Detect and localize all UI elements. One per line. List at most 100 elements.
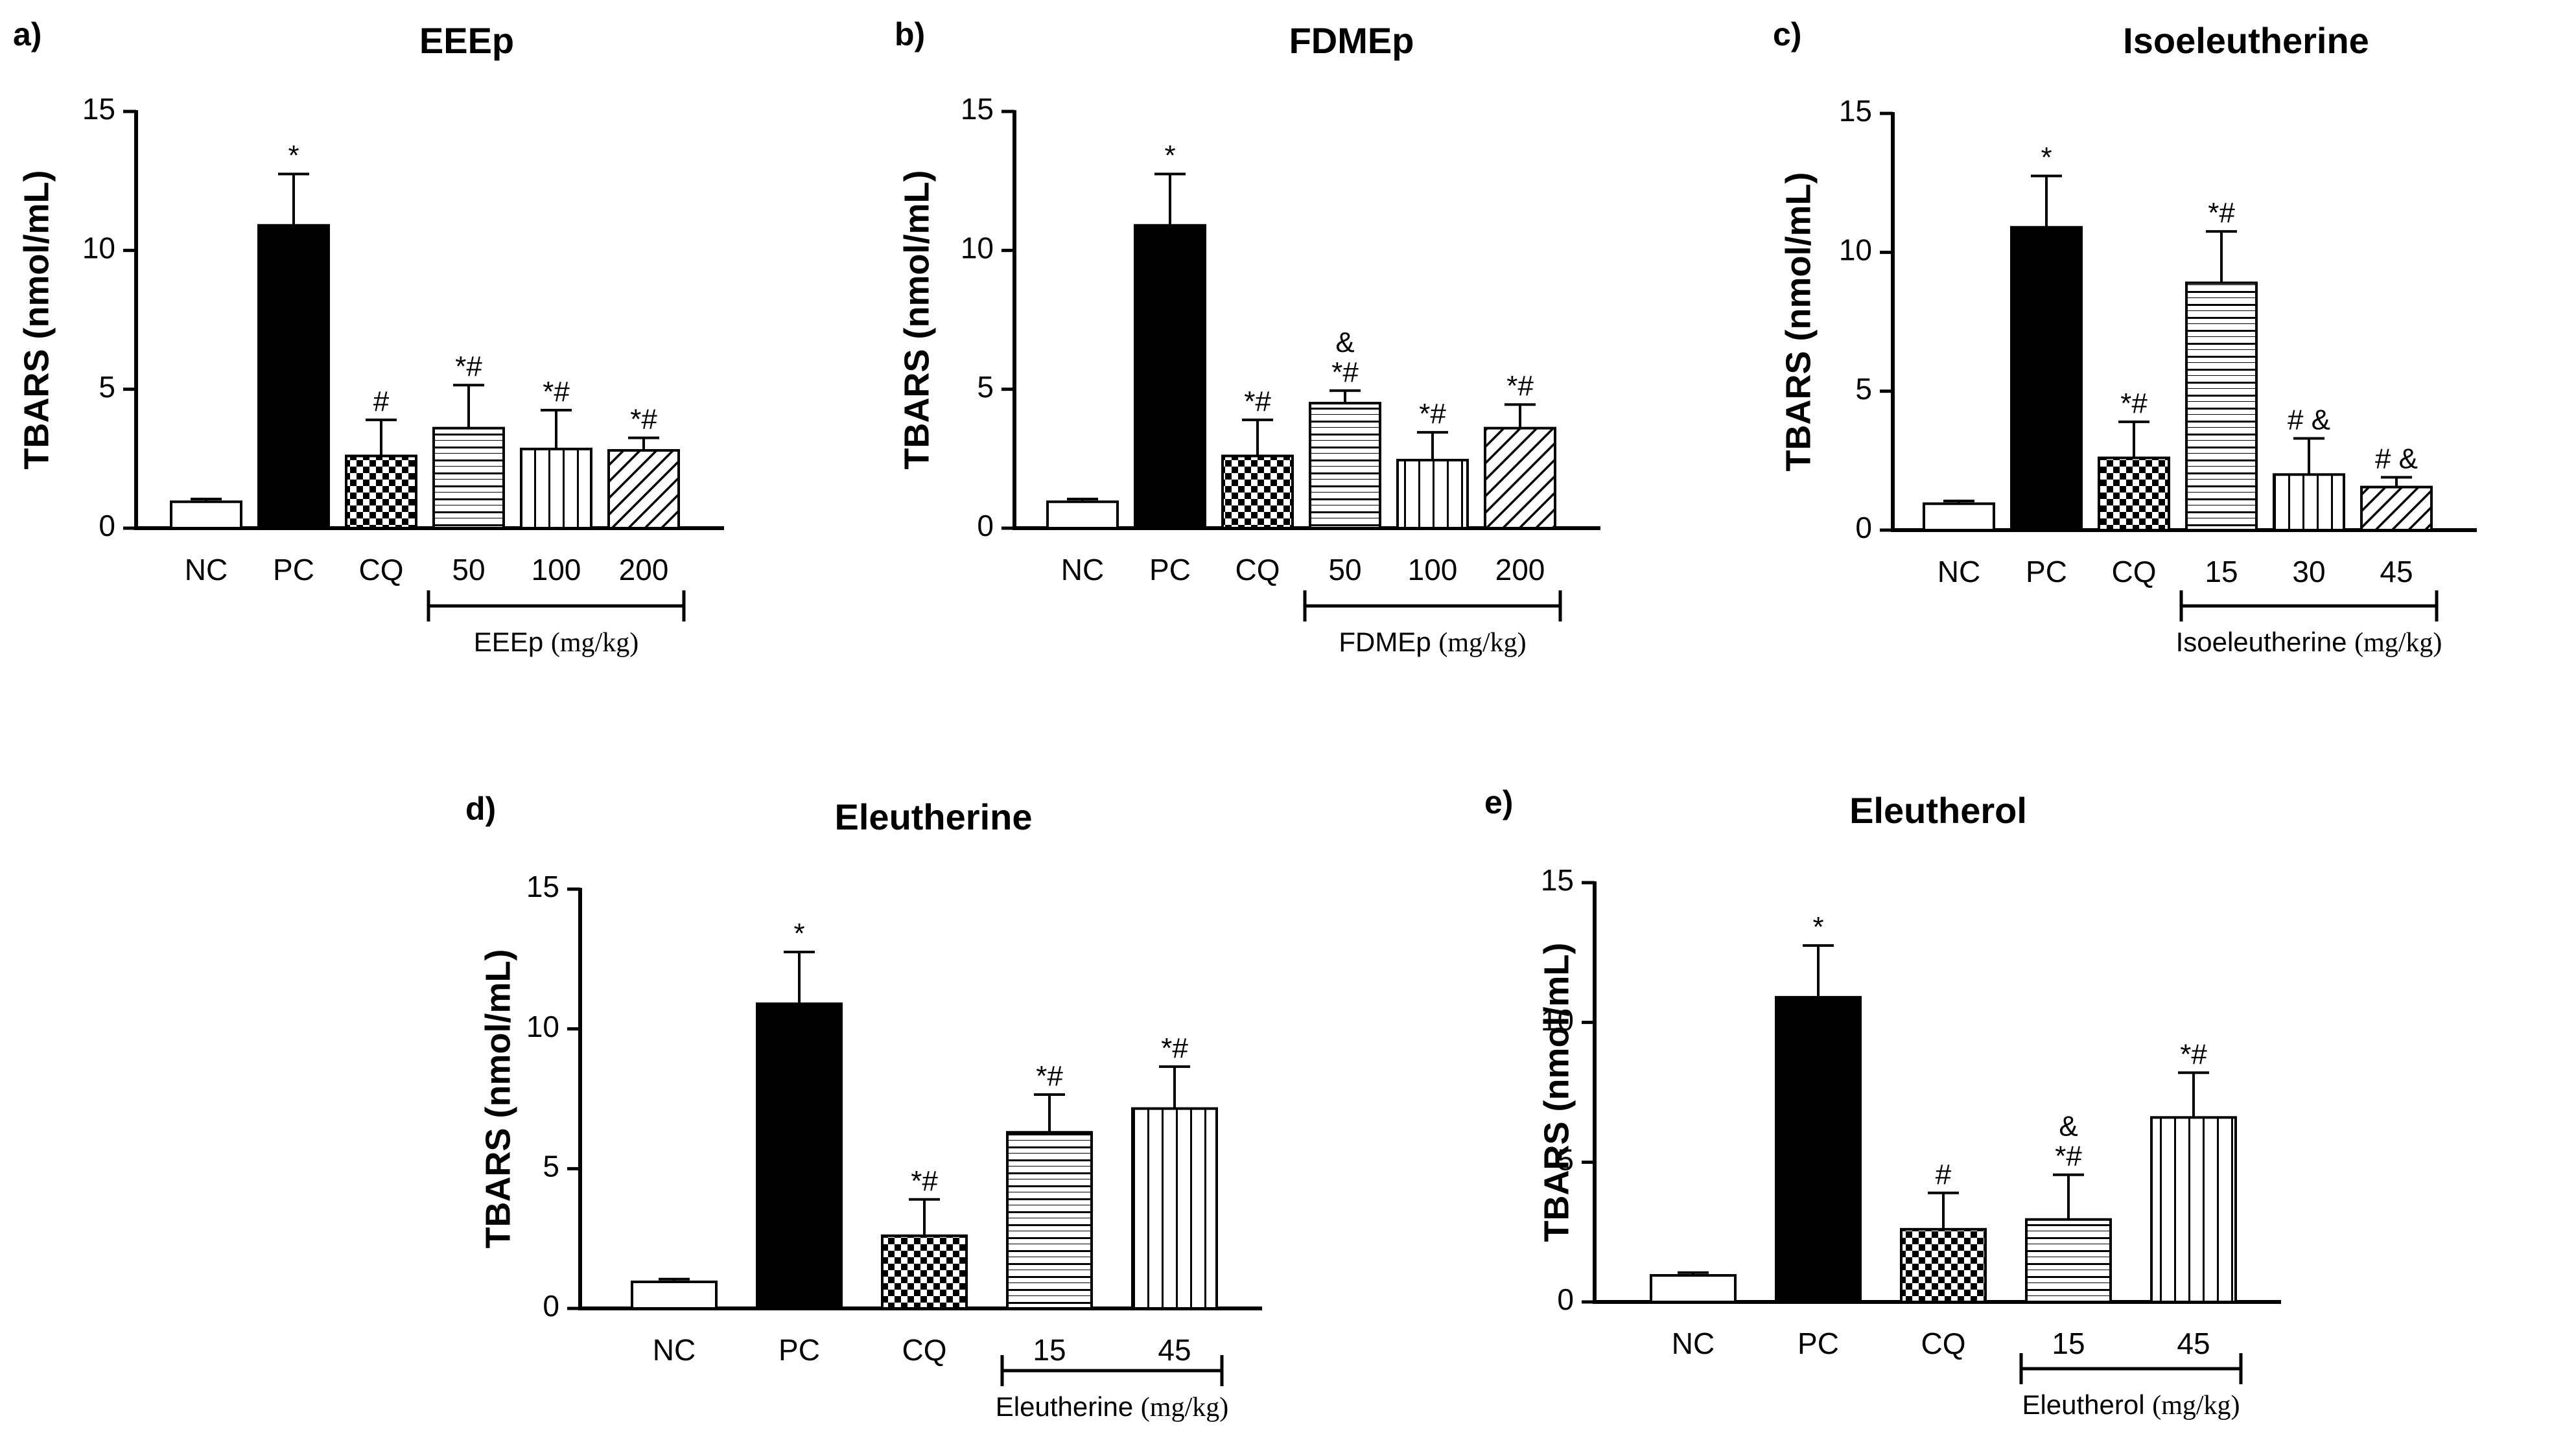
significance-mark: *# <box>2208 197 2235 229</box>
bar-cq <box>1221 454 1294 530</box>
x-tick-label: 45 <box>1158 1333 1191 1367</box>
dose-group-label: FDMEp (mg/kg) <box>1339 627 1526 658</box>
y-axis-label: TBARS (nmol/mL) <box>478 949 517 1249</box>
bar-pc <box>2010 226 2083 531</box>
dose-group-unit: (mg/kg) <box>551 628 638 658</box>
y-tick-label: 15 <box>526 870 559 903</box>
significance-mark: *# <box>1419 398 1446 430</box>
x-tick-label: PC <box>1149 553 1191 586</box>
x-tick-label: NC <box>1672 1327 1715 1360</box>
significance-mark: & <box>1335 327 1354 358</box>
dose-group-label: Isoeleutherine (mg/kg) <box>2176 627 2442 658</box>
significance-mark: * <box>2041 141 2052 173</box>
bar-200 <box>607 448 680 529</box>
chart-title: Eleutherine <box>835 796 1033 837</box>
dose-group-label: Eleutherine (mg/kg) <box>996 1391 1228 1422</box>
panel-label: c) <box>1773 16 1801 52</box>
dose-group-name: Isoeleutherine <box>2176 627 2355 657</box>
dose-group-unit: (mg/kg) <box>1141 1393 1228 1422</box>
x-tick-label: 45 <box>2380 555 2413 588</box>
bar-200 <box>1484 426 1556 529</box>
x-tick-label: NC <box>1938 555 1980 588</box>
panel-label: a) <box>13 16 41 52</box>
x-tick-label: 15 <box>2205 555 2238 588</box>
bar-45 <box>2150 1116 2237 1303</box>
significance-mark: & <box>2059 1111 2078 1143</box>
x-tick-label: 50 <box>1328 553 1361 586</box>
significance-mark: # & <box>2375 443 2418 475</box>
y-tick-label: 0 <box>99 509 115 542</box>
bar-nc <box>1046 500 1119 530</box>
significance-mark: *# <box>1036 1060 1063 1092</box>
x-tick-label: NC <box>1061 553 1104 586</box>
x-tick-label: NC <box>653 1333 696 1367</box>
bar-15 <box>2185 281 2258 531</box>
panel-label: b) <box>895 16 925 52</box>
significance-mark: *# <box>1331 356 1359 388</box>
panel-eleutherol: e) Eleutherol TBARS (nmol/mL) 0 5 10 15 NC * PC # C… <box>1484 784 2281 1421</box>
dose-group-unit: (mg/kg) <box>2152 1391 2240 1421</box>
y-tick-label: 10 <box>961 231 994 264</box>
panel-eeep: a) EEEp TBARS (nmol/mL) 0 5 10 15 NC * PC # CQ *# 50 *… <box>13 16 724 658</box>
y-tick-label: 5 <box>99 370 115 404</box>
x-tick-label: 30 <box>2292 555 2325 588</box>
x-tick-label: PC <box>2026 555 2067 588</box>
y-tick-label: 15 <box>1541 863 1574 897</box>
dose-group-unit: (mg/kg) <box>1438 628 1526 658</box>
significance-mark: *# <box>455 351 482 382</box>
bar-pc <box>257 224 330 529</box>
x-tick-label: PC <box>1797 1327 1839 1360</box>
x-tick-label: 15 <box>2052 1327 2085 1360</box>
y-tick-label: 0 <box>1855 511 1872 544</box>
bar-nc <box>1923 502 1995 532</box>
x-tick-label: PC <box>273 553 314 586</box>
y-tick-label: 0 <box>1557 1283 1574 1316</box>
x-tick-label: 100 <box>1408 553 1458 586</box>
dose-group-label: EEEp (mg/kg) <box>474 627 638 658</box>
significance-mark: * <box>1164 139 1175 171</box>
x-tick-label: 200 <box>619 553 669 586</box>
x-tick-label: CQ <box>1921 1327 1966 1360</box>
y-tick-label: 15 <box>82 92 115 126</box>
y-tick-label: 10 <box>82 231 115 264</box>
y-tick-label: 10 <box>1541 1003 1574 1037</box>
bar-nc <box>631 1281 718 1310</box>
significance-mark: # <box>373 386 390 417</box>
y-tick-label: 5 <box>1557 1143 1574 1176</box>
significance-mark: *# <box>543 376 570 408</box>
bar-cq <box>2098 456 2170 532</box>
bar-45 <box>2360 485 2433 531</box>
bar-cq <box>881 1234 968 1310</box>
x-tick-label: NC <box>185 553 228 586</box>
significance-mark: *# <box>1244 386 1271 417</box>
chart-title: EEEp <box>419 20 514 61</box>
bar-pc <box>1134 224 1206 529</box>
panel-label: d) <box>465 791 496 827</box>
y-tick-label: 5 <box>977 370 994 404</box>
significance-mark: * <box>288 139 299 171</box>
y-axis-label: TBARS (nmol/mL) <box>897 170 936 470</box>
y-tick-label: 0 <box>977 509 994 542</box>
significance-mark: *# <box>2180 1038 2207 1070</box>
x-tick-label: 50 <box>452 553 485 586</box>
y-tick-label: 10 <box>526 1010 559 1043</box>
bar-30 <box>2273 473 2345 531</box>
x-tick-label: 200 <box>1495 553 1545 586</box>
panel-isoeleutherine: c) Isoeleutherine TBARS (nmol/mL) 0 5 10 15 NC *… <box>1773 16 2477 658</box>
significance-mark: *# <box>1161 1032 1188 1064</box>
significance-mark: # & <box>2288 404 2330 436</box>
bar-100 <box>520 447 592 530</box>
chart-title: Eleutherol <box>1849 790 2027 831</box>
y-tick-label: 0 <box>543 1289 559 1323</box>
y-tick-label: 5 <box>1855 372 1872 406</box>
bar-cq <box>1900 1227 1987 1304</box>
chart-title: Isoeleutherine <box>2123 20 2369 61</box>
y-tick-label: 5 <box>543 1149 559 1183</box>
bar-cq <box>345 454 417 530</box>
significance-mark: # <box>1936 1159 1952 1190</box>
significance-mark: *# <box>2055 1141 2082 1172</box>
bar-pc <box>1775 995 1862 1303</box>
x-tick-label: 100 <box>532 553 581 586</box>
